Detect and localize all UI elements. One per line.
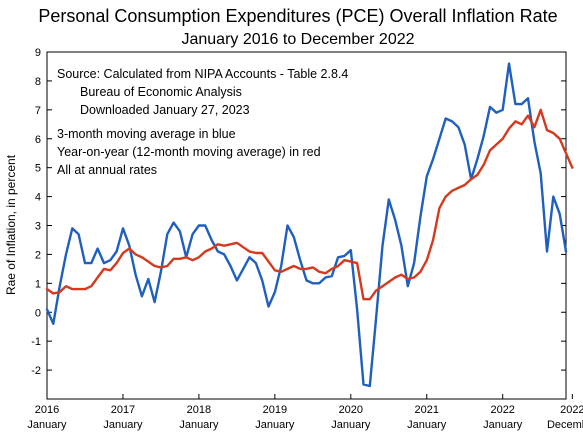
y-tick-label: 3 — [35, 221, 41, 233]
y-tick-label: 2 — [35, 249, 41, 261]
y-tick-label: 0 — [35, 307, 41, 319]
series-line-year-on-year — [45, 108, 574, 301]
y-tick-label: 7 — [35, 105, 41, 117]
y-tick-label: 6 — [35, 134, 41, 146]
y-tick-label: -2 — [31, 365, 41, 377]
y-tick-label: -1 — [31, 336, 41, 348]
x-tick-month: January — [255, 419, 295, 431]
y-tick-label: 5 — [35, 163, 41, 175]
x-tick-month: January — [179, 419, 219, 431]
y-tick-label: 4 — [35, 192, 41, 204]
x-tick-year: 2022 — [560, 404, 583, 416]
note-source: Source: Calculated from NIPA Accounts - … — [57, 67, 348, 81]
y-tick-label: 1 — [35, 278, 41, 290]
x-tick-year: 2019 — [263, 404, 287, 416]
series-lines — [45, 62, 574, 388]
y-axis-label: Rae of Inflation, in percent — [4, 154, 18, 295]
x-tick-year: 2022 — [490, 404, 514, 416]
note-annual-rates: All at annual rates — [57, 163, 157, 177]
y-tick-label: 9 — [35, 47, 41, 59]
y-axis: -2 -1 0 1 2 3 4 5 6 7 8 9 — [31, 47, 566, 377]
x-axis: 2016 January 2017 January 2018 January 2019 Jan… — [27, 394, 583, 431]
x-tick-month: January — [407, 419, 447, 431]
x-tick-month: January — [483, 419, 523, 431]
note-red-series: Year-on-year (12-month moving average) i… — [57, 145, 321, 159]
x-tick-year: 2020 — [339, 404, 363, 416]
x-tick-month: January — [27, 419, 67, 431]
note-blue-series: 3-month moving average in blue — [57, 127, 236, 141]
x-tick-month: January — [103, 419, 143, 431]
x-tick-month: December — [547, 419, 583, 431]
x-tick-year: 2018 — [187, 404, 211, 416]
source-notes: Source: Calculated from NIPA Accounts - … — [57, 67, 348, 177]
y-tick-label: 8 — [35, 76, 41, 88]
note-downloaded: Downloaded January 27, 2023 — [80, 103, 250, 117]
x-tick-year: 2021 — [415, 404, 439, 416]
series-line-3-month-average — [45, 62, 568, 388]
note-agency: Bureau of Economic Analysis — [80, 85, 242, 99]
x-tick-year: 2017 — [111, 404, 135, 416]
x-tick-month: January — [331, 419, 371, 431]
chart-title: Personal Consumption Expenditures (PCE) … — [38, 6, 557, 26]
chart-subtitle: January 2016 to December 2022 — [181, 31, 414, 48]
x-tick-year: 2016 — [35, 404, 59, 416]
